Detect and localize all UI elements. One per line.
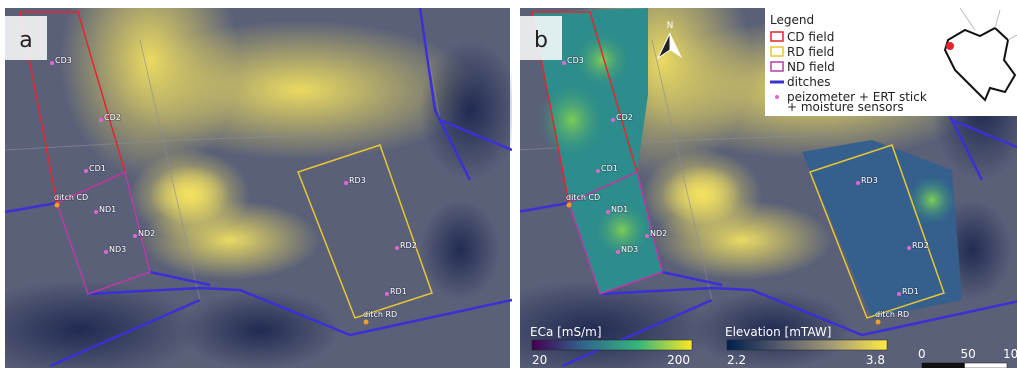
- point: [645, 234, 649, 238]
- point: [897, 292, 901, 296]
- terrain: [140, 200, 320, 280]
- colorbar: [532, 340, 692, 350]
- legend-title: Legend: [770, 13, 814, 27]
- point: [385, 292, 389, 296]
- point-label: RD3: [349, 176, 366, 185]
- colorbar-max: 3.8: [866, 353, 885, 367]
- point-label: ND2: [138, 229, 155, 238]
- point-label: ND2: [650, 229, 667, 238]
- legend-label: ND field: [787, 60, 835, 74]
- legend-label: ditches: [787, 75, 831, 89]
- point: [856, 181, 860, 185]
- point-label: RD1: [390, 287, 407, 296]
- colorbar: [727, 340, 887, 350]
- point-label: CD1: [89, 164, 106, 173]
- terrain: [420, 200, 500, 300]
- point-label: ND1: [611, 205, 628, 214]
- point: [876, 320, 881, 325]
- point: [94, 210, 98, 214]
- point: [567, 203, 572, 208]
- point: [55, 203, 60, 208]
- point-label: CD3: [55, 56, 72, 65]
- scalebar-label: 100 m: [1003, 347, 1017, 361]
- scalebar-segment: [965, 363, 1008, 368]
- point: [344, 181, 348, 185]
- scalebar-segment: [922, 363, 965, 368]
- point: [133, 234, 137, 238]
- legend-label: CD field: [787, 30, 834, 44]
- point-label: RD2: [912, 241, 929, 250]
- point: [50, 61, 54, 65]
- scalebar-label: 50: [961, 347, 976, 361]
- point-label: CD1: [601, 164, 618, 173]
- colorbar-min: 20: [532, 353, 547, 367]
- point: [84, 169, 88, 173]
- point-label: CD3: [567, 56, 584, 65]
- legend-label: RD field: [787, 45, 834, 59]
- colorbar-max: 200: [667, 353, 690, 367]
- point-label: RD3: [861, 176, 878, 185]
- point: [611, 118, 615, 122]
- point-label: ND3: [621, 245, 638, 254]
- point-label: RD1: [902, 287, 919, 296]
- point-label: CD2: [616, 113, 633, 122]
- point-label: ND3: [109, 245, 126, 254]
- point: [562, 61, 566, 65]
- point: [907, 246, 911, 250]
- colorbar-title: Elevation [mTAW]: [725, 325, 831, 339]
- panel: CD3 CD2 CD1 ditch CD ND1 ND2 ND3 RD3 RD2 RD1 ditch…: [0, 0, 520, 368]
- point-label: ditch CD: [566, 193, 600, 202]
- map-figure: CD3 CD2 CD1 ditch CD ND1 ND2 ND3 RD3 RD2 RD1 ditch…: [0, 0, 1017, 368]
- point-label: RD2: [400, 241, 417, 250]
- legend-label: + moisture sensors: [787, 100, 904, 114]
- north-label: N: [667, 21, 674, 31]
- terrain: [652, 200, 832, 280]
- point-label: ditch RD: [875, 310, 909, 319]
- point: [596, 169, 600, 173]
- legend-swatch: [775, 95, 779, 99]
- point: [395, 246, 399, 250]
- point: [616, 250, 620, 254]
- terrain: [180, 290, 340, 368]
- point-label: ND1: [99, 205, 116, 214]
- colorbar-title: ECa [mS/m]: [530, 325, 602, 339]
- scalebar-label: 0: [918, 347, 926, 361]
- point: [104, 250, 108, 254]
- eca-high: [907, 175, 957, 225]
- colorbar-min: 2.2: [727, 353, 746, 367]
- point: [364, 320, 369, 325]
- point: [99, 118, 103, 122]
- point-label: ditch CD: [54, 193, 88, 202]
- point: [606, 210, 610, 214]
- inset-site: [946, 42, 954, 50]
- panel-label: b: [534, 28, 548, 53]
- point-label: CD2: [104, 113, 121, 122]
- point-label: ditch RD: [363, 310, 397, 319]
- panel-label: a: [19, 28, 32, 53]
- divider: [512, 0, 520, 368]
